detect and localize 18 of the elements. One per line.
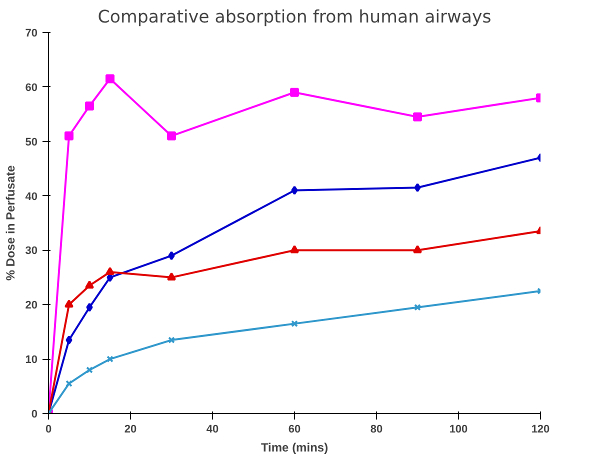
y-tick-label: 60 [25, 82, 38, 94]
y-tick-label: 10 [25, 354, 38, 366]
y-tick-label: 20 [25, 300, 38, 312]
x-tick-label: 120 [531, 424, 550, 436]
x-tick-label: 0 [45, 424, 52, 436]
x-tick-label: 40 [206, 424, 219, 436]
y-tick-label: 70 [25, 28, 38, 40]
y-axis-title: % Dose in Perfusate [3, 164, 18, 281]
x-axis-title: Time (mins) [260, 440, 328, 454]
y-tick-label: 0 [31, 408, 38, 420]
y-tick-label: 30 [25, 245, 38, 258]
x-tick-label: 100 [449, 424, 468, 436]
y-tick-label: 50 [25, 136, 38, 148]
x-tick-label: 80 [370, 424, 383, 436]
x-tick-label: 20 [124, 424, 137, 436]
y-tick-label: 40 [25, 190, 38, 203]
x-tick-label: 60 [288, 424, 301, 436]
chart-title: Comparative absorption from human airways [98, 8, 492, 28]
